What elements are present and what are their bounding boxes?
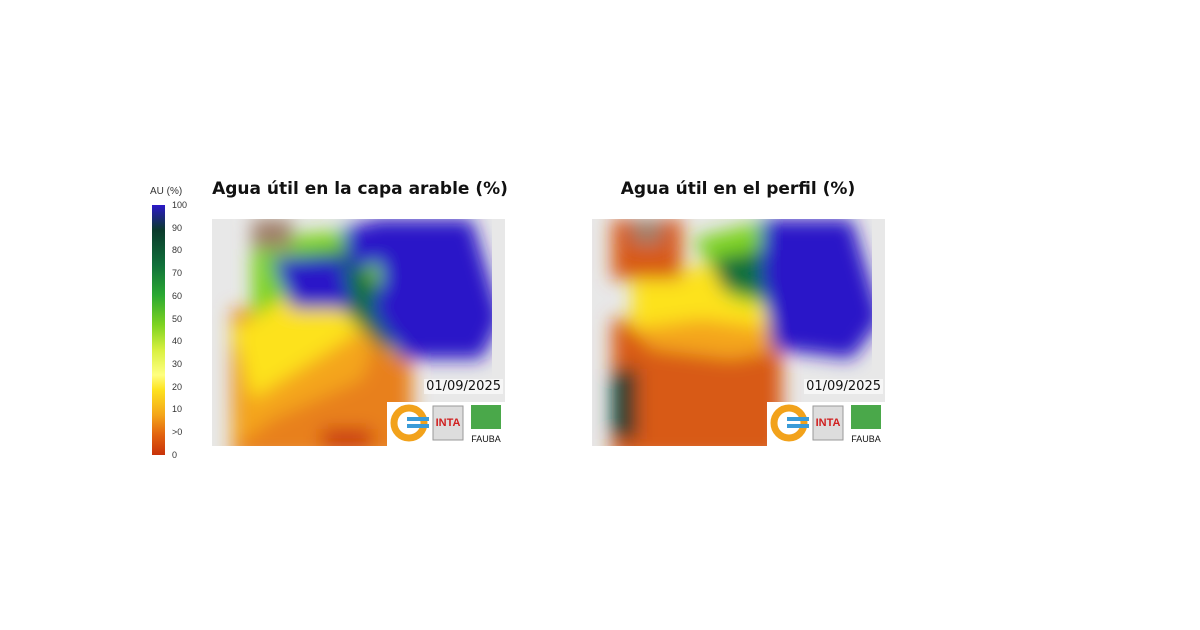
map-arable-layer: 01/09/2025 INTA FAUBA (212, 219, 505, 446)
institution-logo (770, 404, 808, 442)
legend-tick: 90 (172, 222, 183, 233)
legend-tick: >0 (172, 427, 183, 437)
map-title-perfil: Agua útil en el perfil (%) (620, 179, 856, 199)
legend-tick: 80 (172, 245, 183, 256)
legend-tick: 20 (172, 381, 183, 392)
inta-logo: INTA (436, 417, 461, 429)
color-scale-bar (152, 205, 165, 455)
map-date: 01/09/2025 (804, 379, 883, 394)
legend-tick: 0 (172, 449, 178, 460)
map-date: 01/09/2025 (424, 379, 503, 394)
inta-logo: INTA (816, 417, 841, 429)
fauba-logo: FAUBA (851, 434, 881, 444)
logos: INTA FAUBA (387, 402, 505, 446)
legend-tick: 10 (172, 404, 183, 415)
legend-title: AU (%) (150, 186, 183, 197)
logos: INTA FAUBA (767, 402, 885, 446)
map-title-arable: Agua útil en la capa arable (%) (212, 179, 508, 199)
legend-tick: 40 (172, 336, 183, 347)
soil-water-map (612, 219, 885, 446)
legend-tick: 30 (172, 358, 183, 369)
fauba-logo: FAUBA (471, 434, 501, 444)
legend-tick: 100 (172, 200, 188, 210)
institution-logo (390, 404, 428, 442)
legend-tick: 70 (172, 268, 183, 279)
legend-tick: 60 (172, 290, 183, 301)
map-perfil-layer: 01/09/2025 INTA FAUBA (592, 219, 885, 446)
legend-tick: 50 (172, 313, 183, 324)
